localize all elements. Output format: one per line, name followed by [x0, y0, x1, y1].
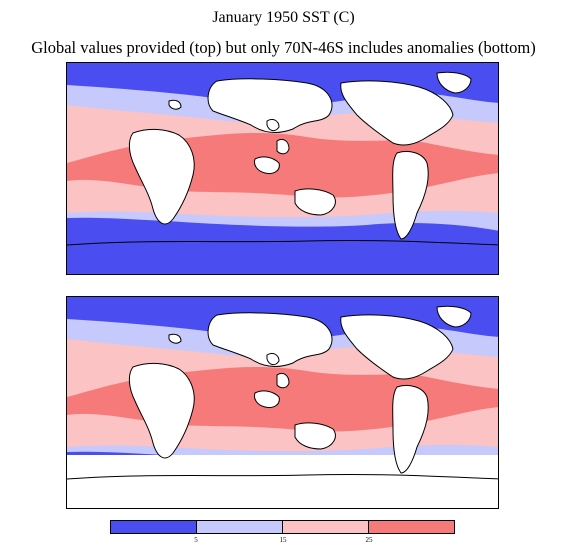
philippines-outline	[276, 372, 290, 389]
africa-outline	[128, 362, 195, 459]
greenland-outline	[436, 71, 472, 94]
south-america-outline	[392, 150, 429, 240]
sst-map-bottom	[67, 297, 498, 508]
colorbar	[110, 520, 455, 534]
antarctica-coastline	[67, 473, 498, 480]
australia-outline	[294, 422, 336, 450]
colorbar-band-5-15	[196, 521, 282, 533]
africa-outline	[128, 128, 195, 225]
philippines-outline	[276, 138, 290, 155]
japan-outline	[266, 118, 280, 132]
japan-outline	[266, 352, 280, 366]
greenland-outline	[436, 305, 472, 328]
colorbar-band-lt5	[111, 521, 196, 533]
north-america-outline	[340, 314, 454, 380]
colorbar-tick-5: 5	[194, 536, 198, 544]
australia-outline	[294, 188, 336, 216]
uk-outline	[168, 99, 182, 110]
indonesia-outline	[254, 390, 280, 408]
map-bottom-anomaly-region	[66, 296, 499, 509]
eurasia-outline	[207, 312, 333, 367]
chart-title: January 1950 SST (C)	[212, 9, 355, 26]
masked-south-region	[67, 455, 498, 508]
sst-map-top	[67, 63, 498, 274]
colorbar-band-15-25	[282, 521, 368, 533]
south-america-outline	[392, 384, 429, 474]
antarctica-coastline	[67, 239, 498, 246]
eurasia-outline	[207, 78, 333, 133]
north-america-outline	[340, 80, 454, 146]
colorbar-tick-25: 25	[365, 536, 373, 544]
chart-subtitle: Global values provided (top) but only 70…	[31, 38, 536, 57]
uk-outline	[168, 333, 182, 344]
colorbar-tick-15: 15	[279, 536, 287, 544]
indonesia-outline	[254, 156, 280, 174]
colorbar-band-gt25	[368, 521, 454, 533]
map-top-global	[66, 62, 499, 275]
